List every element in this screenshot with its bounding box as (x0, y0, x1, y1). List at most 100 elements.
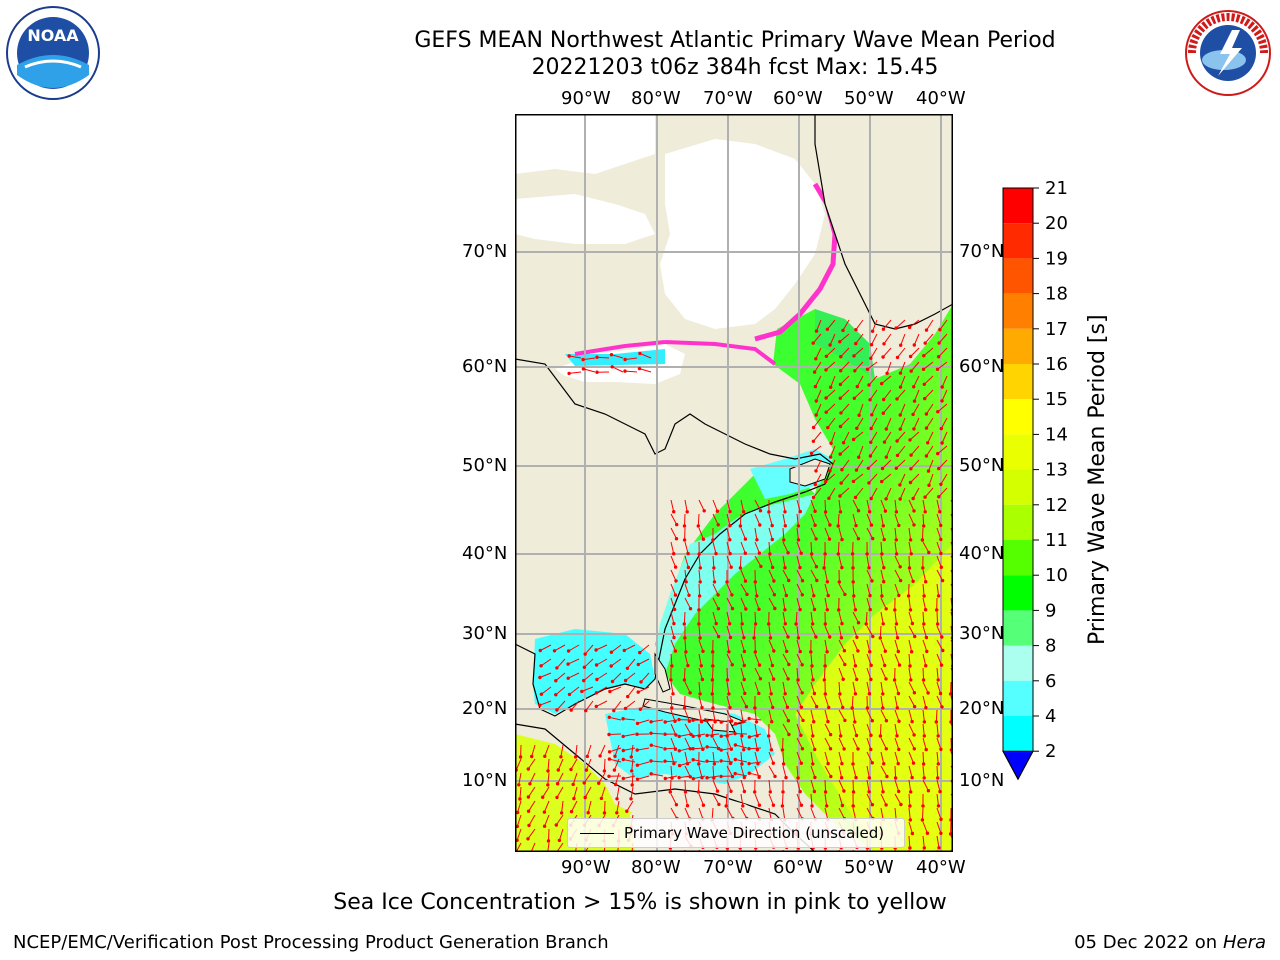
footer-date: 05 Dec 2022 on Hera (1074, 932, 1266, 953)
wave-arrow-head (609, 664, 613, 668)
wave-arrow (922, 695, 927, 708)
wave-arrow-head (920, 538, 925, 542)
wave-arrow (838, 737, 845, 750)
wave-arrow (910, 361, 920, 372)
wave-arrow-head (772, 593, 777, 597)
wave-arrow-head (814, 537, 818, 541)
wave-arrow (899, 403, 906, 416)
wave-arrow (823, 555, 826, 569)
wave-arrow-head (602, 811, 607, 815)
wave-arrow (669, 779, 672, 793)
wave-arrow-head (926, 469, 931, 473)
wave-arrow-head (740, 734, 744, 738)
colorbar-band (1003, 716, 1033, 752)
wave-arrow-head (669, 678, 673, 682)
colorbar-band (1003, 469, 1033, 505)
wave-arrow-head (940, 705, 944, 709)
wave-arrow (880, 667, 887, 680)
wave-arrow-head (892, 678, 897, 682)
wave-arrow-head (728, 523, 732, 528)
wave-arrow-head (607, 732, 611, 737)
wave-arrow (637, 761, 650, 766)
wave-arrow-head (922, 720, 927, 724)
colorbar-band (1003, 610, 1033, 646)
wave-arrow-head (727, 650, 731, 654)
lat-tick-left: 50°N (462, 455, 508, 476)
legend-label: Primary Wave Direction (unscaled) (624, 824, 885, 842)
wave-arrow (829, 333, 836, 346)
wave-arrow (899, 487, 906, 500)
wave-arrow (840, 375, 850, 385)
wave-arrow-head (786, 677, 790, 681)
wave-arrow (706, 760, 720, 763)
wave-arrow (866, 569, 873, 582)
wave-arrow-head (923, 495, 927, 499)
wave-arrow-head (787, 732, 791, 737)
wave-arrow-head (583, 795, 587, 800)
wave-arrow-head (621, 776, 626, 781)
wave-arrow (768, 583, 775, 595)
legend-line-sample (580, 832, 614, 834)
colorbar-tick-label: 16 (1045, 354, 1068, 375)
wave-arrow (852, 597, 856, 610)
wave-arrow-head (828, 469, 832, 473)
wave-arrow-head (867, 383, 871, 387)
footer-date-text: 05 Dec 2022 on (1074, 932, 1218, 953)
wave-arrow-head (623, 706, 628, 711)
wave-arrow (839, 445, 850, 455)
wave-arrow (883, 389, 892, 400)
wave-arrow (610, 658, 622, 667)
lat-tick-right: 70°N (959, 241, 1005, 262)
wave-arrow (670, 611, 675, 624)
wave-arrow-head (733, 722, 738, 726)
wave-arrow-head (623, 678, 628, 683)
wave-arrow (885, 417, 892, 430)
wave-arrow (936, 611, 939, 625)
colorbar-band (1003, 223, 1033, 259)
wave-arrow (706, 719, 720, 722)
wave-arrow-head (939, 482, 943, 486)
wave-arrow-head (936, 734, 940, 738)
wave-arrow-head (836, 552, 840, 556)
wave-arrow (880, 513, 884, 526)
wave-arrow (894, 527, 897, 540)
wave-arrow-head (894, 326, 898, 330)
wave-arrow-head (771, 677, 776, 681)
wave-arrow (910, 459, 920, 470)
wave-arrow-head (677, 763, 682, 768)
wave-arrow-head (881, 790, 885, 794)
wave-arrow-head (542, 810, 547, 814)
wave-arrow (670, 541, 675, 554)
wave-arrow-head (767, 510, 771, 514)
wave-arrow-head (824, 368, 828, 372)
wave-arrow (828, 487, 836, 499)
wave-arrow (726, 667, 728, 681)
wave-arrow (768, 751, 774, 764)
wave-arrow-head (857, 413, 861, 417)
wave-arrow (940, 417, 948, 429)
wave-arrow (885, 487, 892, 500)
wave-arrow-head (798, 565, 802, 570)
wave-arrow-head (895, 453, 900, 458)
wave-arrow (726, 611, 731, 624)
wave-arrow (870, 417, 878, 429)
wave-arrow (824, 779, 827, 793)
wave-arrow (748, 747, 762, 750)
wave-arrow-head (528, 782, 532, 786)
wave-arrow-head (784, 593, 788, 598)
wave-arrow (838, 499, 841, 512)
wave-arrow-head (853, 720, 857, 724)
wave-arrow (840, 417, 850, 427)
wave-arrow (922, 765, 925, 778)
wave-arrow-head (883, 509, 888, 513)
wave-arrow (527, 786, 536, 798)
wave-arrow-head (911, 579, 915, 583)
wave-arrow-head (712, 566, 716, 570)
wave-arrow-head (554, 693, 558, 697)
wave-arrow-head (829, 774, 833, 779)
wave-arrow-head (555, 782, 560, 786)
wave-arrow (684, 569, 687, 582)
wave-arrow (913, 417, 920, 430)
wave-arrow (528, 800, 536, 812)
wave-arrow-head (909, 369, 913, 373)
